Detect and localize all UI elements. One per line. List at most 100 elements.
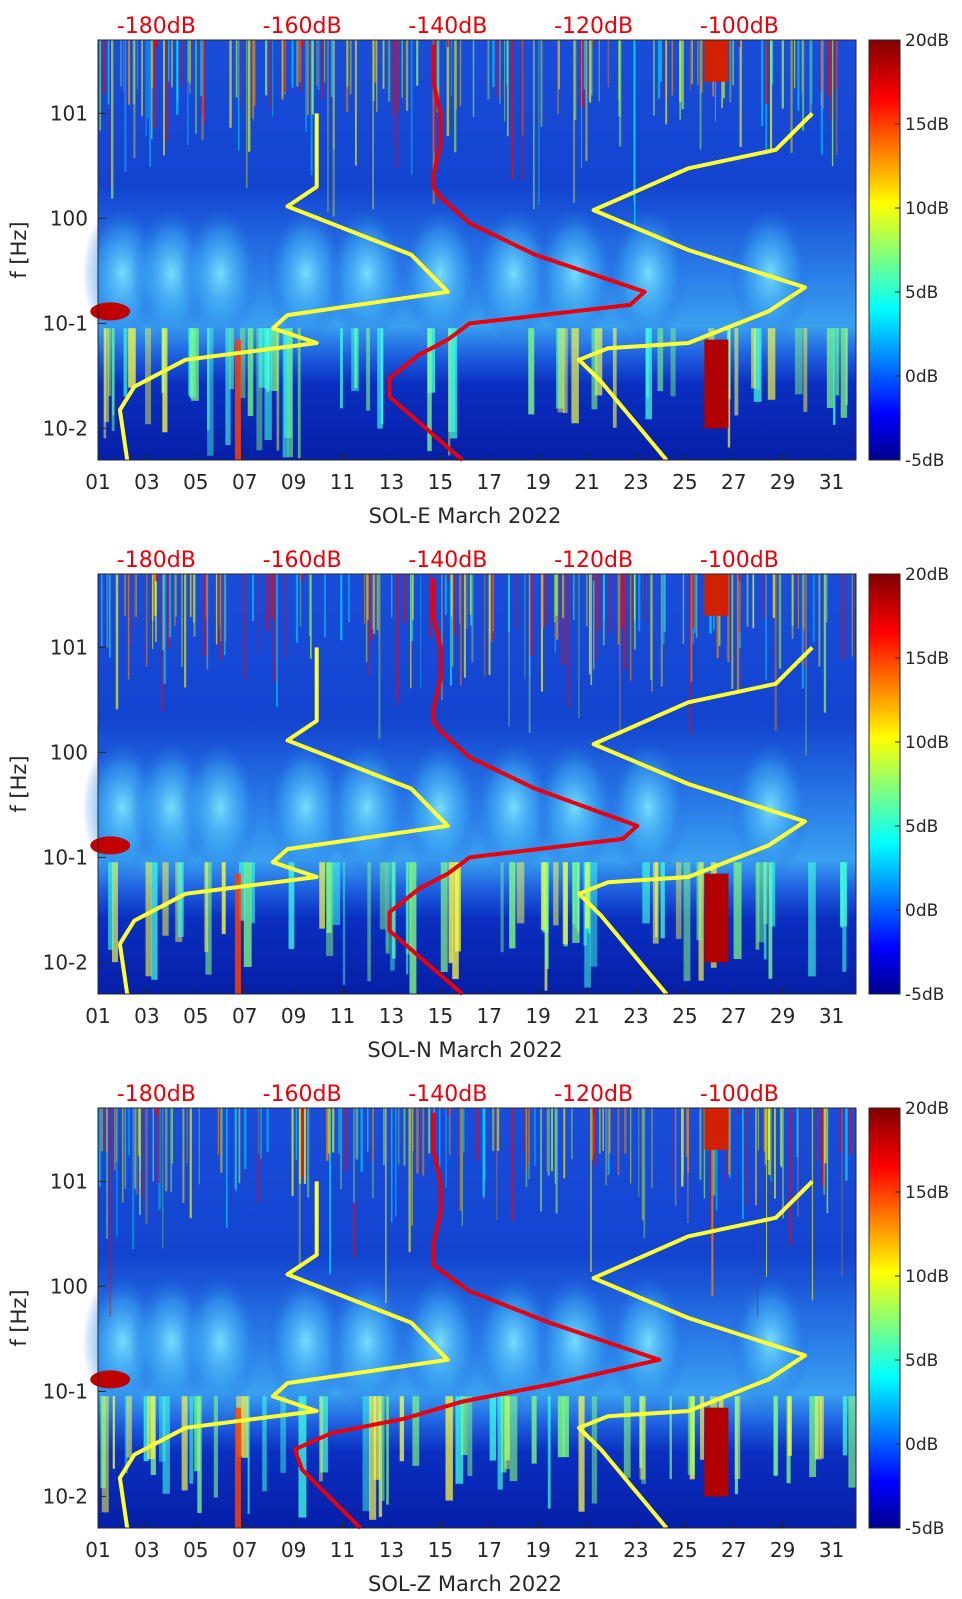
x-tick-label: 13 bbox=[379, 1538, 404, 1562]
streak-mark bbox=[768, 1108, 771, 1175]
band-mark bbox=[562, 1396, 569, 1458]
streak-mark bbox=[774, 574, 777, 731]
x-axis-title: SOL-E March 2022 bbox=[369, 504, 562, 528]
streak-mark bbox=[363, 574, 366, 624]
band-mark bbox=[578, 1396, 585, 1512]
streak-mark bbox=[106, 574, 109, 648]
streak-mark bbox=[641, 1108, 644, 1221]
streak-mark bbox=[540, 40, 543, 127]
streak-mark bbox=[708, 1108, 711, 1242]
band-mark bbox=[500, 862, 504, 953]
streak-mark bbox=[444, 574, 447, 615]
streak-mark bbox=[771, 40, 774, 85]
y-tick-label: 101 bbox=[50, 101, 88, 125]
streak-mark bbox=[216, 574, 218, 645]
band-mark bbox=[657, 328, 664, 392]
streak-mark bbox=[374, 40, 377, 83]
streak-mark bbox=[797, 40, 800, 111]
streak-mark bbox=[741, 1108, 744, 1220]
streak-mark bbox=[181, 574, 183, 668]
streak-mark bbox=[761, 40, 764, 127]
streak-mark bbox=[463, 574, 466, 678]
band-mark bbox=[151, 862, 158, 980]
y-tick-label: 10-2 bbox=[43, 1484, 88, 1508]
streak-mark bbox=[689, 574, 692, 735]
streak-mark bbox=[225, 1108, 228, 1229]
top-axis-label: -140dB bbox=[408, 548, 487, 573]
band-mark bbox=[767, 328, 776, 400]
x-tick-label: 17 bbox=[476, 1004, 501, 1028]
hotspot-mark bbox=[234, 873, 241, 994]
streak-mark bbox=[344, 1108, 348, 1171]
streak-mark bbox=[390, 1108, 393, 1223]
x-tick-label: 09 bbox=[281, 470, 306, 494]
band-mark bbox=[623, 1396, 631, 1478]
streak-mark bbox=[729, 40, 732, 103]
streak-mark bbox=[220, 1108, 223, 1173]
streak-mark bbox=[820, 40, 823, 92]
colorbar-label: 10dB bbox=[905, 733, 949, 753]
band-mark bbox=[815, 1396, 822, 1460]
streak-mark bbox=[367, 574, 369, 621]
plume-mark bbox=[534, 737, 615, 878]
streak-mark bbox=[483, 1108, 486, 1182]
streak-mark bbox=[450, 574, 453, 617]
streak-mark bbox=[158, 1108, 160, 1184]
band-mark bbox=[143, 1396, 149, 1462]
streak-mark bbox=[184, 574, 187, 688]
top-axis-label: -120dB bbox=[554, 548, 633, 573]
streak-mark bbox=[841, 1108, 843, 1278]
band-mark bbox=[104, 328, 109, 423]
streak-mark bbox=[152, 574, 154, 649]
top-axis-label: -180dB bbox=[117, 1082, 196, 1107]
streak-mark bbox=[687, 1108, 689, 1223]
band-mark bbox=[547, 1396, 551, 1509]
streak-mark bbox=[189, 1108, 192, 1219]
band-mark bbox=[280, 1396, 287, 1473]
band-mark bbox=[696, 862, 702, 941]
streak-mark bbox=[205, 574, 208, 619]
x-tick-label: 23 bbox=[623, 470, 648, 494]
band-mark bbox=[239, 328, 246, 399]
streak-mark bbox=[781, 40, 784, 109]
streak-mark bbox=[619, 574, 621, 734]
streak-mark bbox=[316, 40, 319, 87]
band-mark bbox=[591, 1396, 598, 1504]
x-tick-label: 09 bbox=[281, 1004, 306, 1028]
streak-mark bbox=[460, 574, 462, 640]
streak-mark bbox=[496, 1108, 498, 1221]
streak-mark bbox=[802, 40, 805, 131]
streak-mark bbox=[653, 40, 655, 116]
streak-mark bbox=[571, 1108, 573, 1160]
streak-mark bbox=[162, 1108, 164, 1249]
streak-mark bbox=[845, 1108, 848, 1181]
x-tick-label: 29 bbox=[770, 1004, 795, 1028]
band-mark bbox=[642, 862, 650, 924]
plume-mark bbox=[608, 1271, 689, 1412]
streak-mark bbox=[150, 40, 153, 139]
streak-mark bbox=[238, 1108, 241, 1184]
band-mark bbox=[699, 1396, 705, 1460]
band-mark bbox=[145, 862, 152, 977]
streak-mark bbox=[195, 40, 197, 134]
streak-mark bbox=[291, 1108, 294, 1196]
band-mark bbox=[687, 1396, 695, 1475]
streak-mark bbox=[739, 574, 741, 649]
x-tick-label: 13 bbox=[379, 470, 404, 494]
streak-mark bbox=[483, 574, 486, 677]
streak-mark bbox=[849, 1108, 852, 1154]
streak-mark bbox=[597, 574, 601, 631]
x-tick-label: 11 bbox=[330, 1004, 355, 1028]
streak-mark bbox=[827, 40, 830, 97]
streak-mark bbox=[660, 574, 663, 687]
streak-mark bbox=[383, 1108, 385, 1166]
band-mark bbox=[803, 328, 808, 412]
band-mark bbox=[108, 862, 114, 950]
band-mark bbox=[509, 862, 516, 949]
streak-mark bbox=[793, 40, 796, 89]
streak-mark bbox=[428, 1108, 431, 1154]
streak-mark bbox=[393, 40, 395, 148]
band-mark bbox=[572, 862, 580, 943]
streak-mark bbox=[588, 40, 592, 103]
